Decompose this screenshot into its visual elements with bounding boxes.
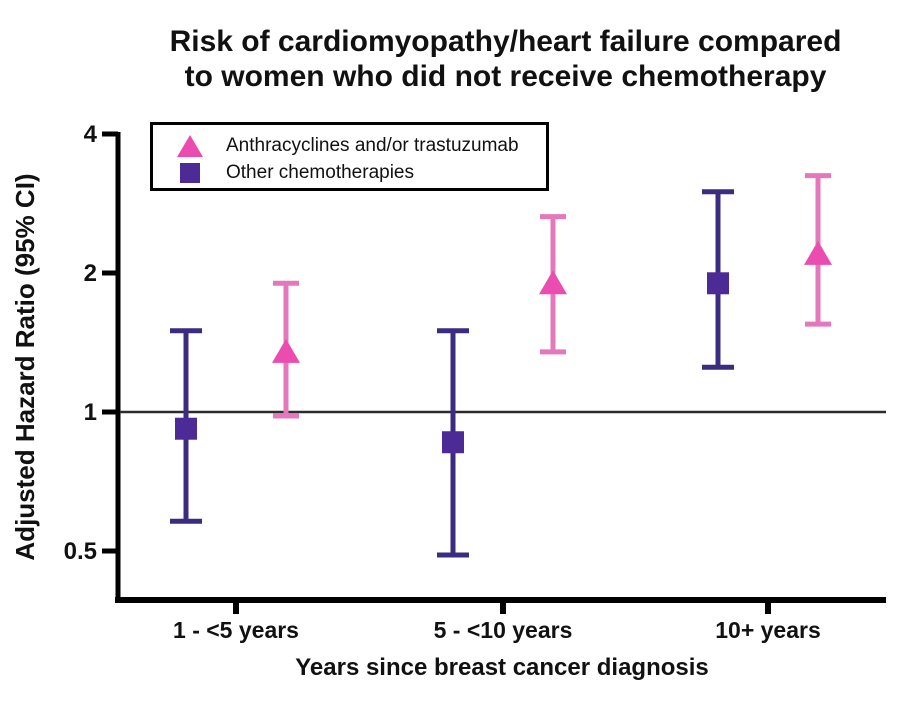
chart-title-line1: Risk of cardiomyopathy/heart failure com… — [169, 25, 842, 58]
square-marker-icon — [179, 162, 200, 183]
x-tick-label: 1 - <5 years — [173, 617, 299, 643]
legend-item-anthracyclines: Anthracyclines and/or trastuzumab — [153, 132, 546, 159]
x-axis-title: Years since breast cancer diagnosis — [295, 654, 709, 681]
square-marker — [442, 431, 464, 454]
triangle-marker — [272, 338, 300, 363]
x-tick-label: 10+ years — [715, 617, 821, 643]
square-marker — [175, 417, 197, 440]
x-tick-label: 5 - <10 years — [434, 617, 573, 643]
triangle-marker — [539, 270, 567, 295]
legend-item-other-chemotherapies: Other chemotherapies — [153, 159, 546, 186]
square-marker — [707, 272, 729, 295]
y-tick-label: 4 — [84, 121, 98, 148]
legend-marker-cell — [153, 134, 226, 157]
legend-item-label: Anthracyclines and/or trastuzumab — [226, 134, 519, 156]
y-tick-label: 0.5 — [64, 538, 97, 565]
chart-title-line2: to women who did not receive chemotherap… — [184, 60, 827, 93]
legend-marker-cell — [153, 162, 226, 183]
triangle-marker-icon — [176, 134, 203, 157]
triangle-marker — [804, 240, 832, 265]
legend: Anthracyclines and/or trastuzumab Other … — [150, 122, 549, 191]
y-tick-label: 1 — [84, 399, 97, 426]
y-tick-label: 2 — [84, 260, 97, 287]
legend-item-label: Other chemotherapies — [226, 161, 414, 183]
chart-title: Risk of cardiomyopathy/heart failure com… — [95, 24, 916, 94]
